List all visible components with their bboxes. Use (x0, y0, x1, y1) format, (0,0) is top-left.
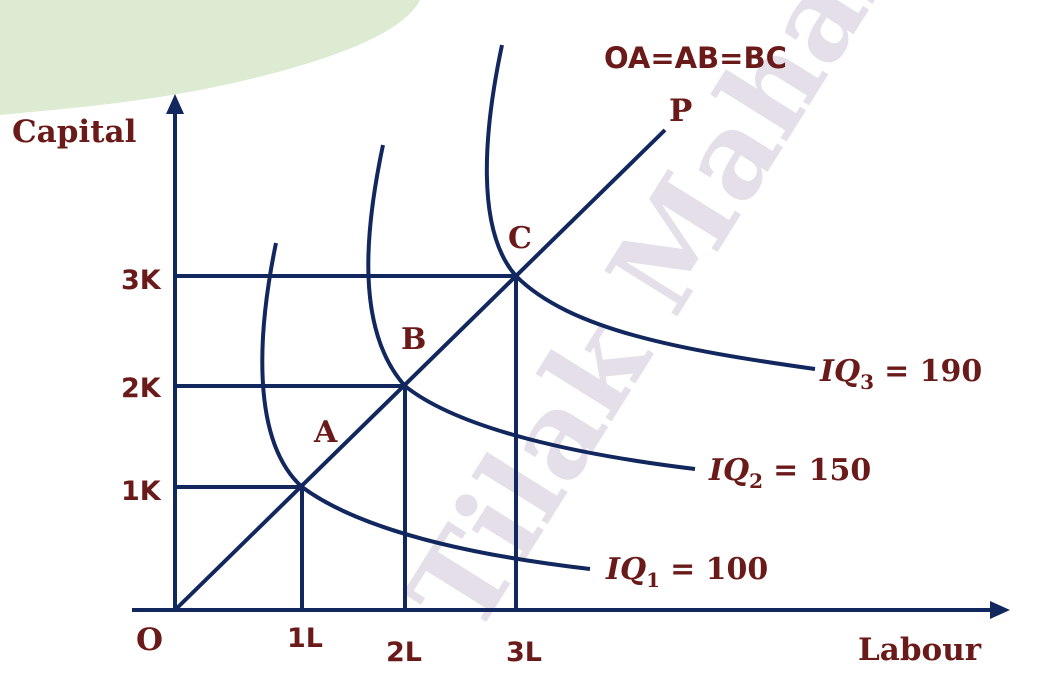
isoquant-2-label: IQ2 = 150 (708, 453, 871, 493)
isoquant-3-label: IQ3 = 190 (819, 354, 982, 394)
tick-1k: 1K (121, 476, 162, 507)
tick-2k: 2K (121, 373, 162, 404)
equal-segments-note: OA=AB=BC (604, 41, 787, 75)
corner-decoration (0, 0, 420, 115)
tick-3k: 3K (121, 265, 162, 296)
isoquant-1-label: IQ1 = 100 (605, 552, 768, 592)
tick-3l: 3L (506, 637, 542, 668)
origin-label: O (136, 622, 163, 658)
tick-1l: 1L (287, 623, 323, 654)
y-axis-arrow (166, 94, 184, 114)
point-c-label: C (508, 221, 532, 256)
point-a-label: A (313, 415, 338, 450)
isoquant-curve-2 (366, 144, 696, 471)
point-b-label: B (401, 322, 426, 357)
ray-label: P (669, 93, 692, 129)
x-axis-title: Labour (858, 632, 982, 668)
y-axis-title: Capital (12, 114, 136, 150)
ray-op (173, 128, 667, 612)
tick-2l: 2L (386, 637, 422, 668)
isoquant-curve-3 (484, 44, 816, 371)
x-axis-arrow (990, 601, 1010, 619)
isoquant-curve-1 (260, 242, 591, 571)
